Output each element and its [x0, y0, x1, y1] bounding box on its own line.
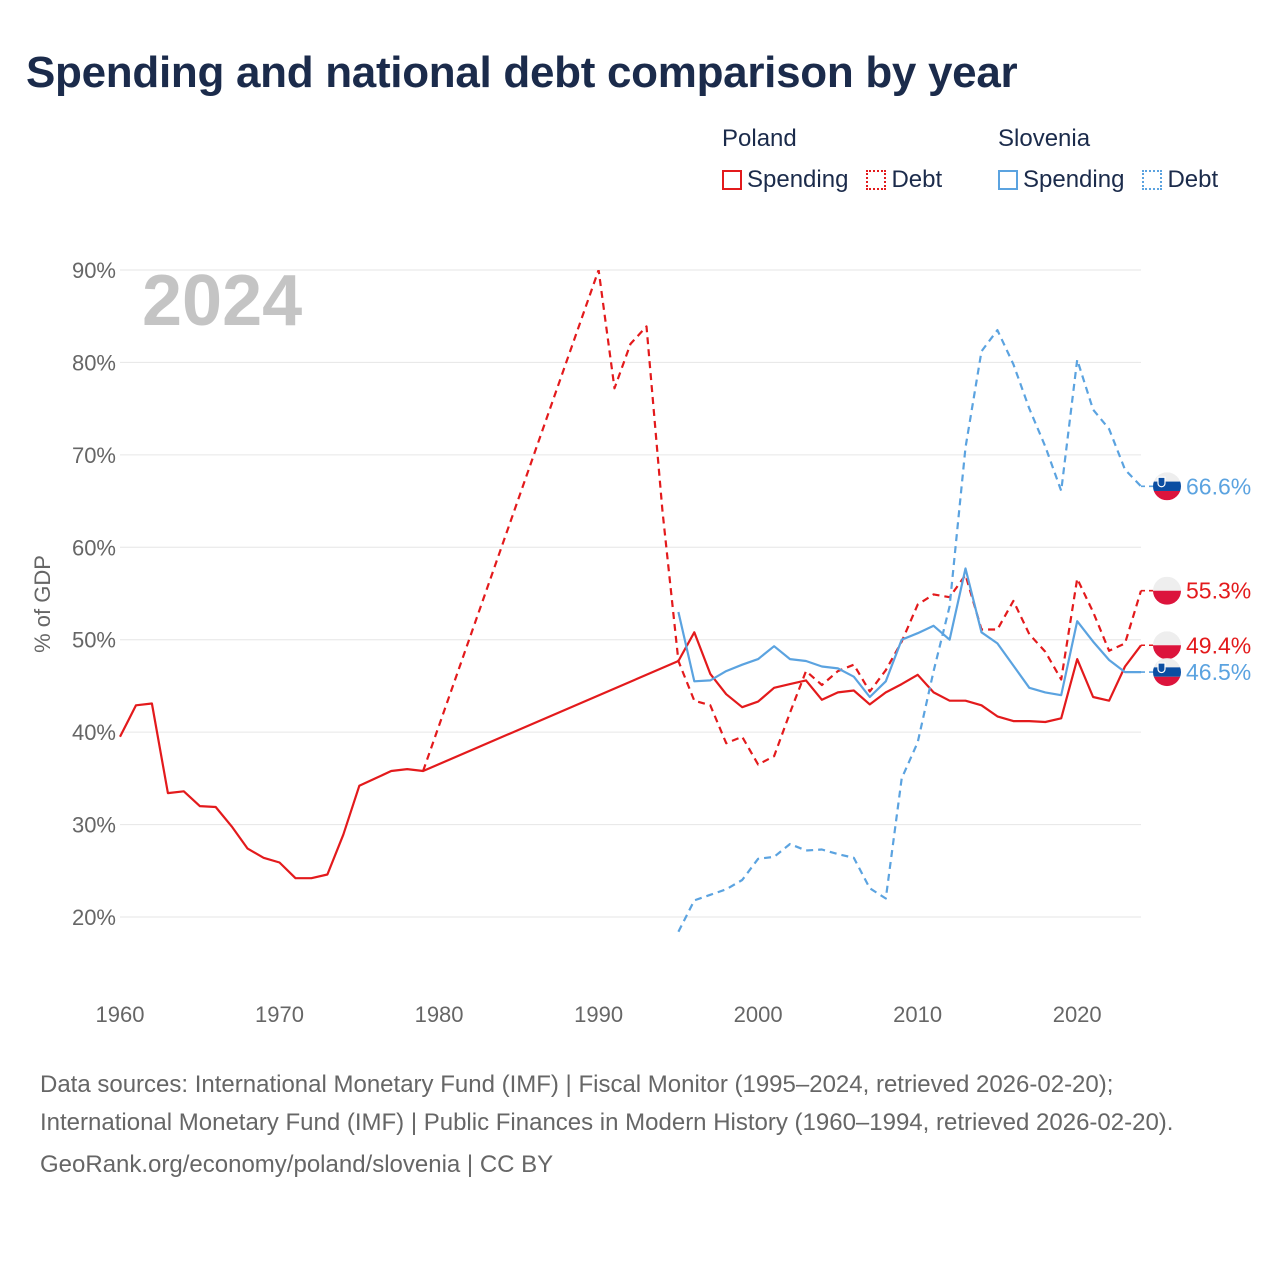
flag-body	[1153, 576, 1181, 605]
x-tick-label: 2000	[734, 1002, 783, 1027]
x-tick-label: 1960	[96, 1002, 145, 1027]
y-tick-label: 60%	[72, 535, 116, 560]
flag-stripe-white	[1153, 576, 1181, 591]
x-tick-label: 1980	[415, 1002, 464, 1027]
year-watermark: 2024	[142, 261, 302, 341]
flag-stripe-red	[1153, 676, 1181, 687]
flag-coat-of-arms	[1157, 476, 1166, 488]
legend-group-name: Poland	[722, 125, 797, 152]
y-tick-label: 50%	[72, 628, 116, 653]
flag-coat-of-arms	[1157, 662, 1166, 674]
x-tick-label: 1970	[255, 1002, 304, 1027]
legend-group-poland: Poland Spending Debt	[722, 124, 954, 194]
legend-item-label: Spending	[747, 166, 849, 193]
y-axis-label: % of GDP	[30, 555, 55, 653]
legend-swatch-dotted	[1142, 170, 1163, 190]
y-tick-label: 30%	[72, 813, 116, 838]
legend-item-poland-spending[interactable]: Spending	[722, 166, 848, 194]
legend-item-label: Debt	[1167, 166, 1219, 193]
y-tick-label: 80%	[72, 350, 116, 375]
slovenia-flag-icon	[1153, 472, 1181, 501]
legend-swatch-solid	[722, 170, 742, 190]
flag-stripe-blue	[1153, 667, 1181, 677]
y-tick-label: 20%	[72, 905, 116, 930]
flag-stripe-blue	[1153, 481, 1181, 491]
legend-group-slovenia: Slovenia Spending Debt	[998, 124, 1230, 194]
series-lines	[119, 270, 1143, 933]
x-tick-label: 2020	[1053, 1002, 1102, 1027]
y-tick-label: 90%	[72, 258, 116, 283]
attribution-link[interactable]: GeoRank.org/economy/poland/slovenia | CC…	[40, 1151, 554, 1178]
flag-body	[1153, 658, 1181, 687]
slovenia-flag-icon	[1153, 658, 1181, 687]
poland-flag-icon	[1153, 631, 1181, 660]
legend-item-slovenia-spending[interactable]: Spending	[998, 166, 1124, 194]
flag-body	[1153, 472, 1181, 501]
series-line-slovenia-debt	[677, 329, 1142, 933]
x-tick-label: 2010	[893, 1002, 942, 1027]
legend-group-name: Slovenia	[998, 125, 1091, 152]
poland-flag-icon	[1153, 576, 1181, 605]
legend-item-poland-debt[interactable]: Debt	[866, 166, 942, 194]
series-line-poland-debt	[422, 270, 1143, 772]
legend-swatch-solid	[998, 170, 1018, 190]
chart-title: Spending and national debt comparison by…	[26, 48, 1018, 97]
legend-item-label: Debt	[891, 166, 943, 193]
end-value-label: 66.6%	[1186, 473, 1251, 499]
legend-swatch-dotted	[866, 170, 887, 190]
flag-stripe-white	[1153, 631, 1181, 646]
series-line-slovenia-spending	[677, 567, 1141, 699]
flag-body	[1153, 631, 1181, 660]
end-value-label: 55.3%	[1186, 578, 1251, 604]
legend-item-slovenia-debt[interactable]: Debt	[1142, 166, 1218, 194]
flag-stripe-red	[1153, 590, 1181, 605]
data-sources: Data sources: International Monetary Fun…	[40, 1071, 1174, 1136]
end-value-label: 46.5%	[1186, 659, 1251, 685]
footer: Data sources: International Monetary Fun…	[40, 1066, 1230, 1184]
line-chart: 2024 20% 30% 40% 50% 60% 70% 80% 90% 1960 1970 1980…	[30, 258, 1251, 1027]
legend-item-label: Spending	[1023, 166, 1125, 193]
flag-stripe-red	[1153, 490, 1181, 501]
flag-stripe-white	[1153, 472, 1181, 482]
end-value-label: 49.4%	[1186, 632, 1251, 658]
series-line-poland-spending	[119, 631, 1142, 880]
y-tick-label: 40%	[72, 720, 116, 745]
flag-stripe-white	[1153, 658, 1181, 668]
flag-stripe-red	[1153, 645, 1181, 660]
x-tick-label: 1990	[574, 1002, 623, 1027]
y-tick-label: 70%	[72, 443, 116, 468]
